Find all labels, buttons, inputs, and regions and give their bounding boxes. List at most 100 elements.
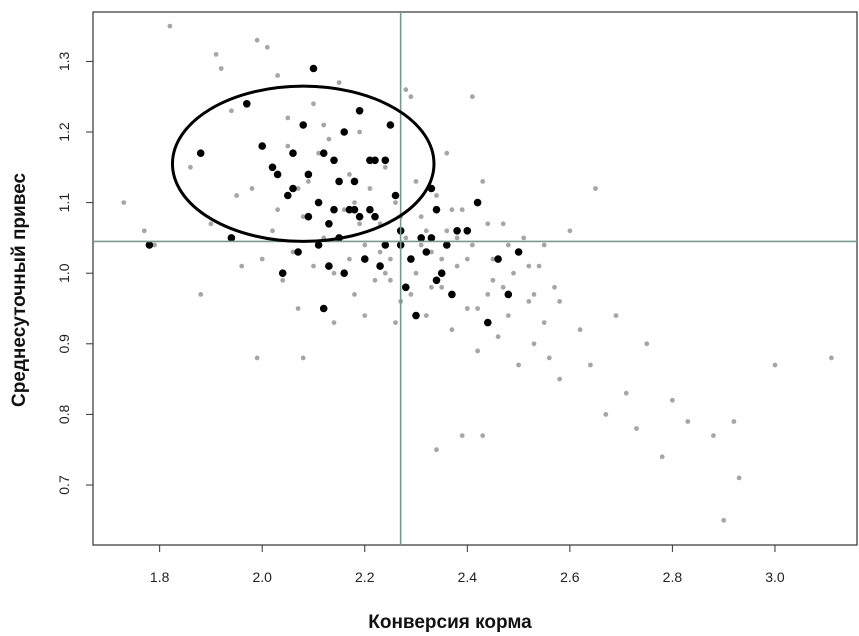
highlighted-point <box>504 290 513 299</box>
population-point <box>413 179 419 184</box>
population-point <box>567 228 573 234</box>
highlighted-point <box>227 234 236 242</box>
population-point <box>593 186 598 191</box>
population-point <box>362 313 368 318</box>
population-point <box>352 200 357 206</box>
population-point <box>295 306 301 311</box>
highlighted-point <box>325 262 333 270</box>
x-tick-label: 2.0 <box>252 569 272 585</box>
highlighted-point <box>371 212 379 221</box>
population-point <box>141 228 147 234</box>
population-point <box>459 433 465 438</box>
population-point <box>480 179 486 184</box>
highlighted-point <box>299 121 308 129</box>
population-point <box>311 263 316 269</box>
population-point <box>388 256 393 262</box>
population-point <box>731 419 737 424</box>
population-point <box>736 475 742 481</box>
x-axis-title: Конверсия корма <box>368 612 532 633</box>
population-point <box>208 221 214 227</box>
population-point <box>418 242 424 248</box>
population-point <box>403 235 409 241</box>
x-tick-label: 1.8 <box>150 569 170 585</box>
population-point <box>423 313 429 318</box>
highlighted-point <box>350 205 359 214</box>
x-tick-label: 2.4 <box>458 569 478 585</box>
highlighted-point <box>417 234 426 242</box>
highlighted-point <box>355 107 364 115</box>
population-point <box>500 284 506 290</box>
population-point <box>188 164 193 170</box>
population-point <box>711 433 716 438</box>
population-point <box>393 320 398 325</box>
population-point <box>546 355 552 361</box>
population-point <box>444 228 450 234</box>
population-point <box>285 115 291 121</box>
population-point <box>459 207 465 213</box>
population-point <box>588 362 593 368</box>
population-point <box>331 270 337 276</box>
population-point <box>557 376 562 382</box>
population-point <box>531 341 537 347</box>
highlighted-point <box>412 311 420 320</box>
population-point <box>367 186 373 191</box>
population-point <box>152 242 157 248</box>
highlighted-point <box>386 121 395 129</box>
population-point <box>511 270 516 276</box>
highlighted-point <box>319 304 328 313</box>
population-point <box>480 433 486 438</box>
highlighted-point <box>289 184 297 193</box>
population-point <box>429 284 434 290</box>
highlighted-point <box>514 248 523 256</box>
highlighted-point <box>355 212 364 221</box>
plot-frame <box>92 11 858 546</box>
population-point <box>434 447 439 453</box>
highlighted-point <box>361 255 369 263</box>
population-point <box>393 200 398 206</box>
highlighted-point <box>340 128 349 136</box>
population-point <box>434 193 439 198</box>
population-point <box>198 292 204 297</box>
y-tick-label: 0.8 <box>56 404 72 424</box>
population-point <box>331 320 337 325</box>
highlighted-point <box>371 156 379 165</box>
highlighted-point <box>243 100 251 108</box>
population-point <box>521 235 527 241</box>
population-point <box>721 517 727 523</box>
population-point <box>449 207 455 213</box>
population-point <box>229 108 234 114</box>
highlighted-point <box>289 149 297 157</box>
population-point <box>290 249 296 255</box>
population-point <box>557 299 562 304</box>
population-point <box>239 263 245 269</box>
x-tick-label: 2.2 <box>355 569 375 585</box>
population-point <box>326 136 332 142</box>
highlighted-point <box>304 170 313 179</box>
x-tick-label: 2.6 <box>560 569 580 585</box>
highlighted-point <box>319 149 328 157</box>
population-point <box>505 313 511 318</box>
population-point <box>408 292 414 297</box>
population-point <box>413 270 419 276</box>
highlighted-point <box>278 269 287 278</box>
highlighted-point <box>340 269 349 278</box>
population-point <box>213 52 219 57</box>
population-point <box>423 228 429 234</box>
population-point <box>526 263 532 269</box>
population-point <box>516 362 521 368</box>
highlighted-point <box>432 205 441 214</box>
highlighted-point <box>427 234 436 242</box>
population-point <box>403 87 409 93</box>
population-point <box>382 270 388 276</box>
population-point <box>454 235 460 241</box>
y-tick-label: 1.2 <box>56 122 72 142</box>
population-point <box>541 320 547 325</box>
population-point <box>552 284 557 290</box>
y-tick-label: 1.1 <box>56 193 72 213</box>
highlighted-point <box>335 177 343 186</box>
highlighted-point <box>402 283 410 292</box>
population-point <box>352 292 357 297</box>
highlighted-point <box>407 255 415 263</box>
population-point <box>254 355 260 361</box>
highlight-ellipse <box>170 84 436 243</box>
